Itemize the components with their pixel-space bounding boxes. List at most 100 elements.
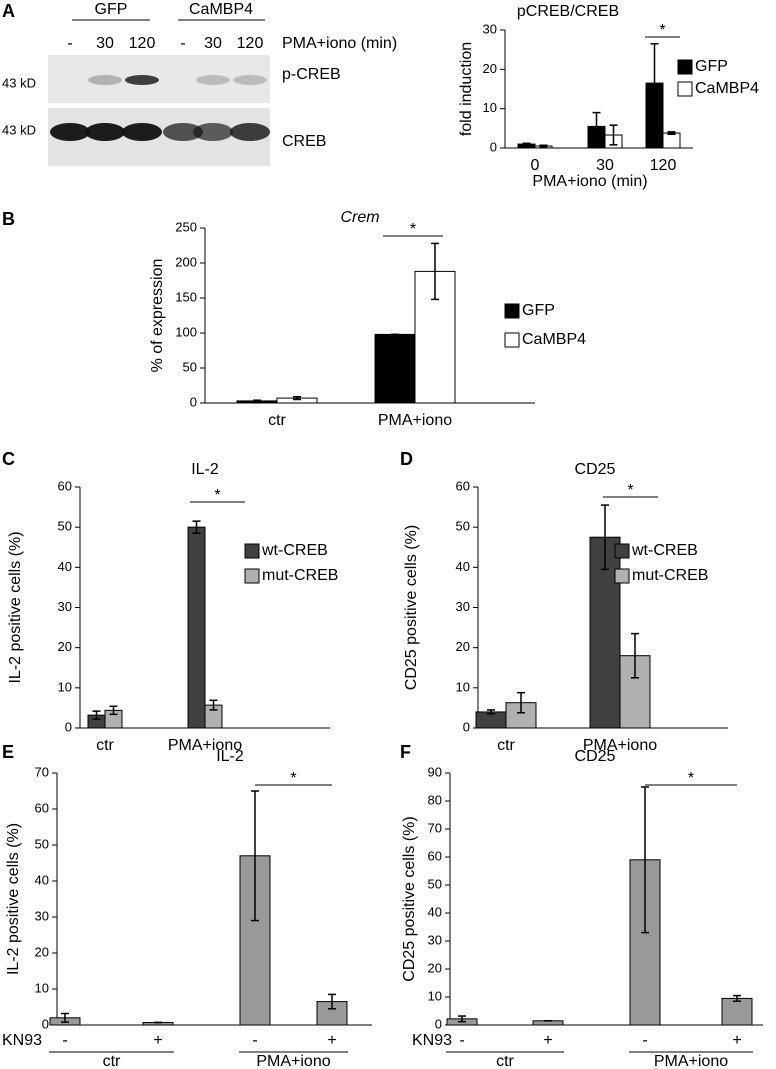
x-tick-label: PMA+iono (168, 737, 242, 754)
error-bar (458, 1015, 466, 1023)
row-label: p-CREB (282, 66, 341, 83)
y-tick-label: 80 (428, 792, 442, 807)
error-bar (539, 144, 548, 148)
blot-band (230, 123, 270, 141)
y-tick-label: 100 (175, 324, 197, 339)
y-axis-label: CD25 positive cells (%) (403, 525, 420, 690)
x-tick-label: 120 (650, 157, 677, 174)
legend-swatch (614, 568, 630, 584)
chart-title: pCREB/CREB (517, 3, 619, 20)
y-tick-label: 0 (435, 1016, 442, 1031)
legend-label: CaMBP4 (695, 80, 759, 97)
error-bar (733, 994, 741, 1002)
error-bar (61, 1012, 69, 1023)
y-tick-label: 60 (428, 848, 442, 863)
y-tick-label: 70 (428, 820, 442, 835)
x-tick-label: PMA+iono (378, 412, 452, 429)
y-tick-label: 20 (483, 61, 497, 76)
group-label: ctr (496, 1053, 514, 1069)
y-tick-label: 30 (35, 908, 49, 923)
y-tick-label: 0 (190, 394, 197, 409)
x-tick-label: - (62, 1032, 67, 1049)
error-bar (92, 710, 101, 720)
y-tick-label: 0 (490, 139, 497, 154)
chart-title: CD25 (575, 461, 616, 478)
blot-band (122, 123, 162, 141)
y-tick-label: 0 (65, 719, 72, 734)
x-tick-label: ctr (96, 737, 114, 754)
error-bar (517, 691, 525, 714)
bar (629, 859, 661, 1026)
y-axis-label: fold induction (458, 42, 475, 136)
blot-band (196, 75, 230, 85)
error-bar (650, 43, 659, 124)
blot-band (125, 75, 159, 85)
x-tick-label: + (327, 1032, 336, 1049)
error-bar (667, 131, 676, 135)
y-tick-label: 30 (58, 599, 72, 614)
y-tick-label: 50 (456, 519, 470, 534)
row-label: KN93 (2, 1032, 42, 1049)
y-tick-label: 200 (175, 254, 197, 269)
y-tick-label: 40 (428, 904, 442, 919)
y-tick-label: 30 (428, 932, 442, 947)
y-tick-label: 40 (58, 559, 72, 574)
y-tick-label: 20 (35, 944, 49, 959)
y-tick-label: 70 (35, 764, 49, 779)
y-axis-label: IL-2 positive cells (%) (5, 823, 22, 975)
error-bar (109, 705, 118, 716)
group-label: ctr (103, 1053, 121, 1069)
x-tick-label: PMA+iono (583, 737, 657, 754)
error-bar (631, 632, 639, 679)
significance-label: * (627, 482, 633, 499)
panel-letter: F (400, 742, 411, 762)
legend-swatch (244, 543, 260, 559)
mw-label: 43 kD (2, 122, 36, 137)
group-label: PMA+iono (654, 1053, 728, 1069)
error-bar (192, 520, 201, 534)
x-tick-label: 30 (596, 157, 614, 174)
lane-label: - (67, 35, 72, 52)
y-tick-label: 50 (428, 876, 442, 891)
y-tick-label: 10 (456, 679, 470, 694)
legend-label: wt-CREB (261, 542, 328, 559)
legend-label: GFP (522, 302, 555, 319)
y-tick-label: 60 (456, 478, 470, 493)
x-tick-label: - (252, 1032, 257, 1049)
error-bar (487, 709, 495, 715)
bar (721, 997, 753, 1026)
legend-swatch (504, 332, 520, 348)
error-bar (601, 504, 609, 571)
blot-group: CaMBP4 (189, 1, 253, 18)
bar (374, 333, 416, 404)
y-tick-label: 30 (456, 599, 470, 614)
lane-label: 120 (129, 35, 156, 52)
y-tick-label: 50 (183, 359, 197, 374)
lane-label: 120 (237, 35, 264, 52)
y-tick-label: 30 (483, 21, 497, 36)
x-tick-label: + (543, 1032, 552, 1049)
error-bar (328, 993, 336, 1010)
significance-label: * (659, 22, 665, 39)
y-tick-label: 90 (428, 764, 442, 779)
error-bar (293, 395, 301, 401)
error-bar (209, 699, 218, 711)
y-tick-label: 20 (456, 639, 470, 654)
x-tick-label: ctr (268, 412, 286, 429)
y-tick-label: 0 (463, 719, 470, 734)
panel-letter: E (2, 742, 14, 762)
x-tick-label: + (153, 1032, 162, 1049)
x-tick-label: ctr (497, 737, 515, 754)
y-axis-label: CD25 positive cells (%) (401, 816, 418, 981)
y-tick-label: 10 (58, 679, 72, 694)
y-tick-label: 250 (175, 219, 197, 234)
y-tick-label: 150 (175, 289, 197, 304)
y-tick-label: 0 (42, 1016, 49, 1031)
blot-band (88, 75, 122, 85)
error-bar (609, 124, 618, 146)
blot-band (50, 123, 90, 141)
significance-label: * (410, 221, 416, 238)
legend-label: wt-CREB (631, 542, 698, 559)
legend-label: GFP (695, 58, 728, 75)
lane-label: - (180, 35, 185, 52)
